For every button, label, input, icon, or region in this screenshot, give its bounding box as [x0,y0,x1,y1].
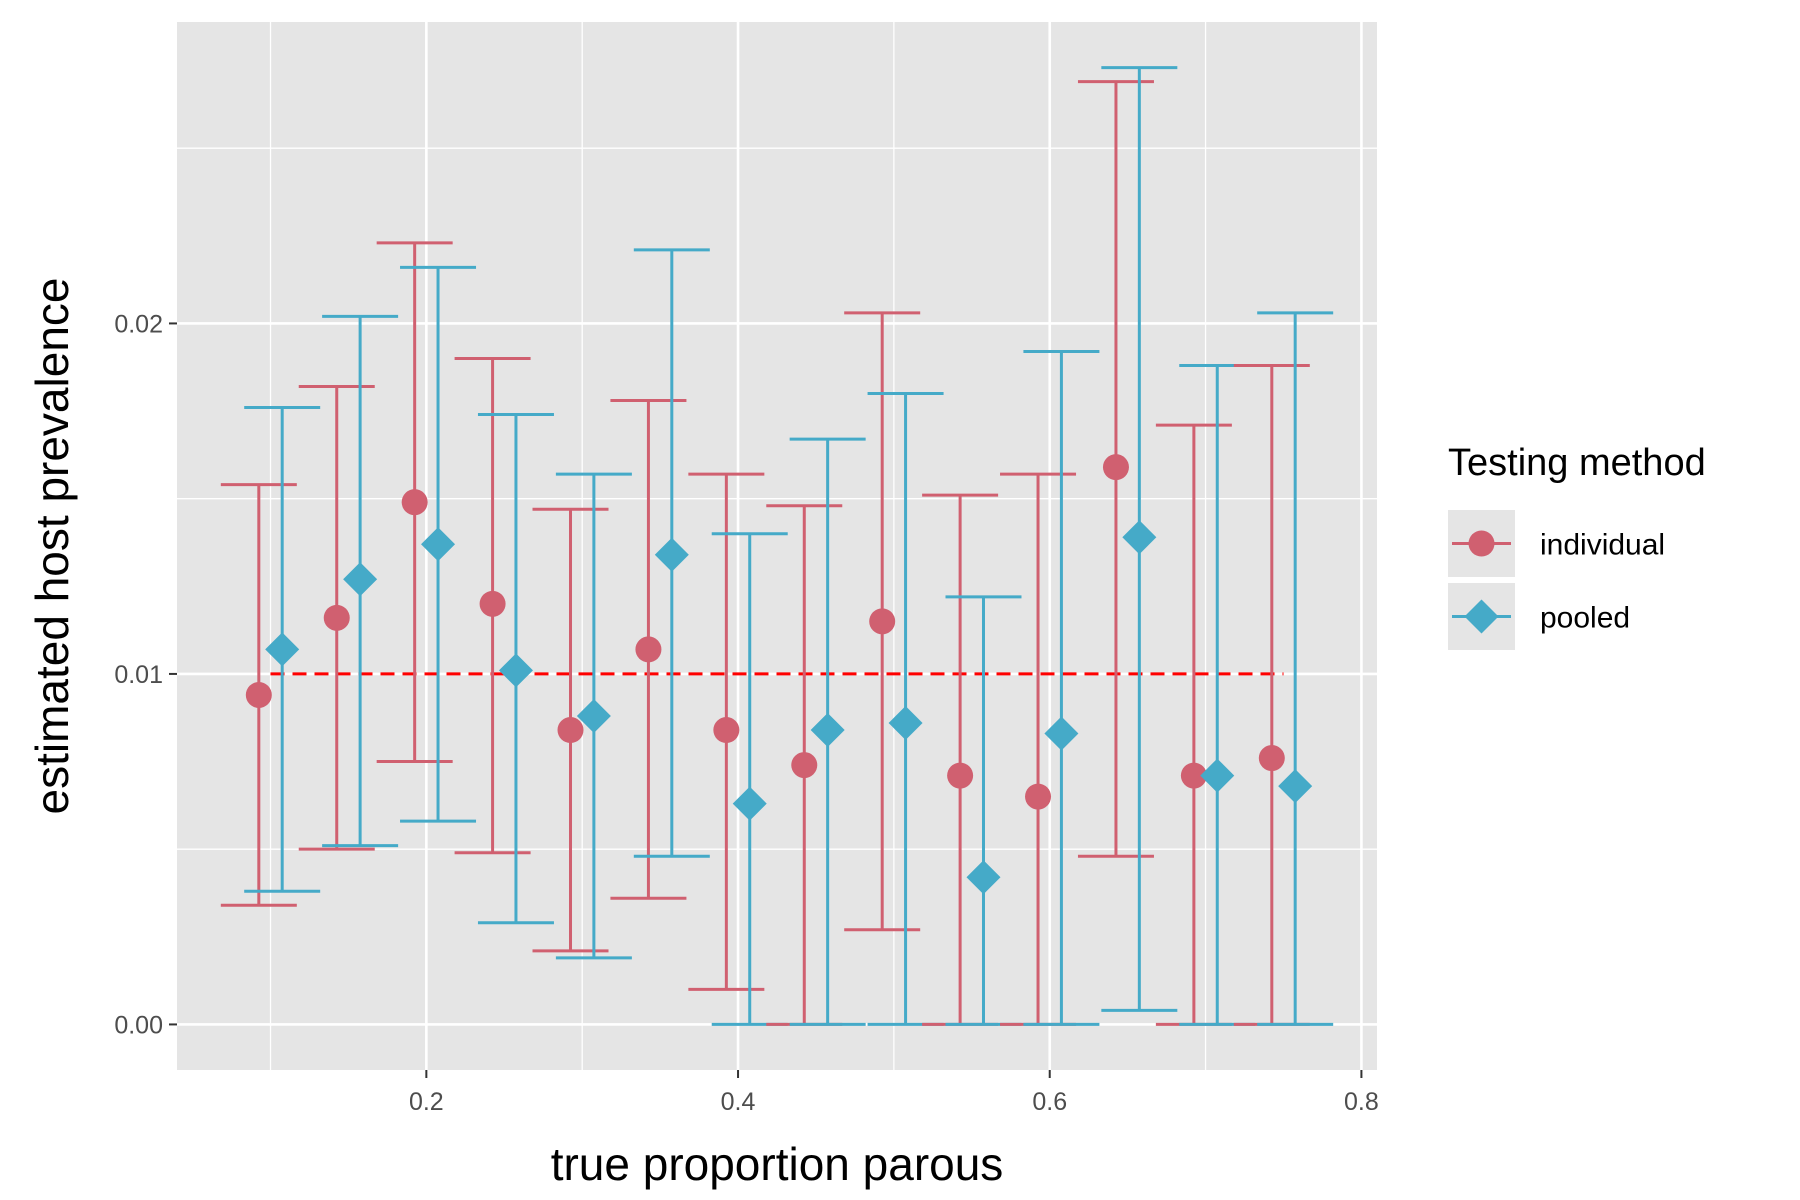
point-individual [323,604,350,631]
y-tick-label: 0.00 [114,1011,163,1039]
x-tick-label: 0.4 [721,1088,756,1116]
point-pooled [810,713,845,748]
point-pooled [265,632,300,667]
point-individual [1258,745,1285,772]
point-individual [635,636,662,663]
point-pooled [421,527,456,562]
legend-label-individual: individual [1540,529,1665,562]
y-tick-label: 0.01 [114,661,163,689]
error-bar-pooled [1257,311,1334,1026]
error-bar-pooled [1023,349,1100,1026]
point-pooled [498,653,533,688]
point-pooled [343,562,378,597]
point-pooled [888,706,923,741]
y-axis-title: estimated host prevalence [26,278,78,815]
point-individual [557,717,584,744]
point-pooled [1044,716,1079,751]
x-tick-label: 0.6 [1032,1088,1067,1116]
data-marks [220,66,1334,1026]
axis-ticks: 0.2 0.4 0.6 0.8 0.00 0.01 0.02 [114,310,1378,1116]
x-tick-label: 0.2 [409,1088,444,1116]
x-tick-label: 0.8 [1344,1088,1379,1116]
point-individual [245,681,272,708]
point-individual [713,717,740,744]
panel-background [177,22,1377,1070]
legend-label-pooled: pooled [1540,602,1630,635]
point-individual [479,590,506,617]
x-axis-title: true proportion parous [551,1138,1004,1190]
point-individual [401,489,428,516]
legend-title: Testing method [1448,442,1706,484]
point-pooled [1200,758,1235,793]
legend-item-pooled: pooled [1448,583,1630,650]
legend-key-diamond-icon [1464,599,1499,634]
point-individual [1102,454,1129,481]
point-pooled [1122,520,1157,555]
point-pooled [966,860,1001,895]
legend-item-individual: individual [1448,510,1665,577]
point-pooled [576,698,611,733]
legend-keys: individual pooled [1448,510,1665,650]
point-pooled [1278,769,1313,804]
point-individual [791,752,818,779]
point-individual [1025,783,1052,810]
legend-key-circle-icon [1468,530,1495,557]
point-pooled [732,786,767,821]
point-pooled [654,537,689,572]
point-individual [947,762,974,789]
legend: Testing method individual pooled [1448,442,1706,650]
point-individual [1180,762,1207,789]
y-tick-label: 0.02 [114,310,163,338]
point-individual [869,608,896,635]
